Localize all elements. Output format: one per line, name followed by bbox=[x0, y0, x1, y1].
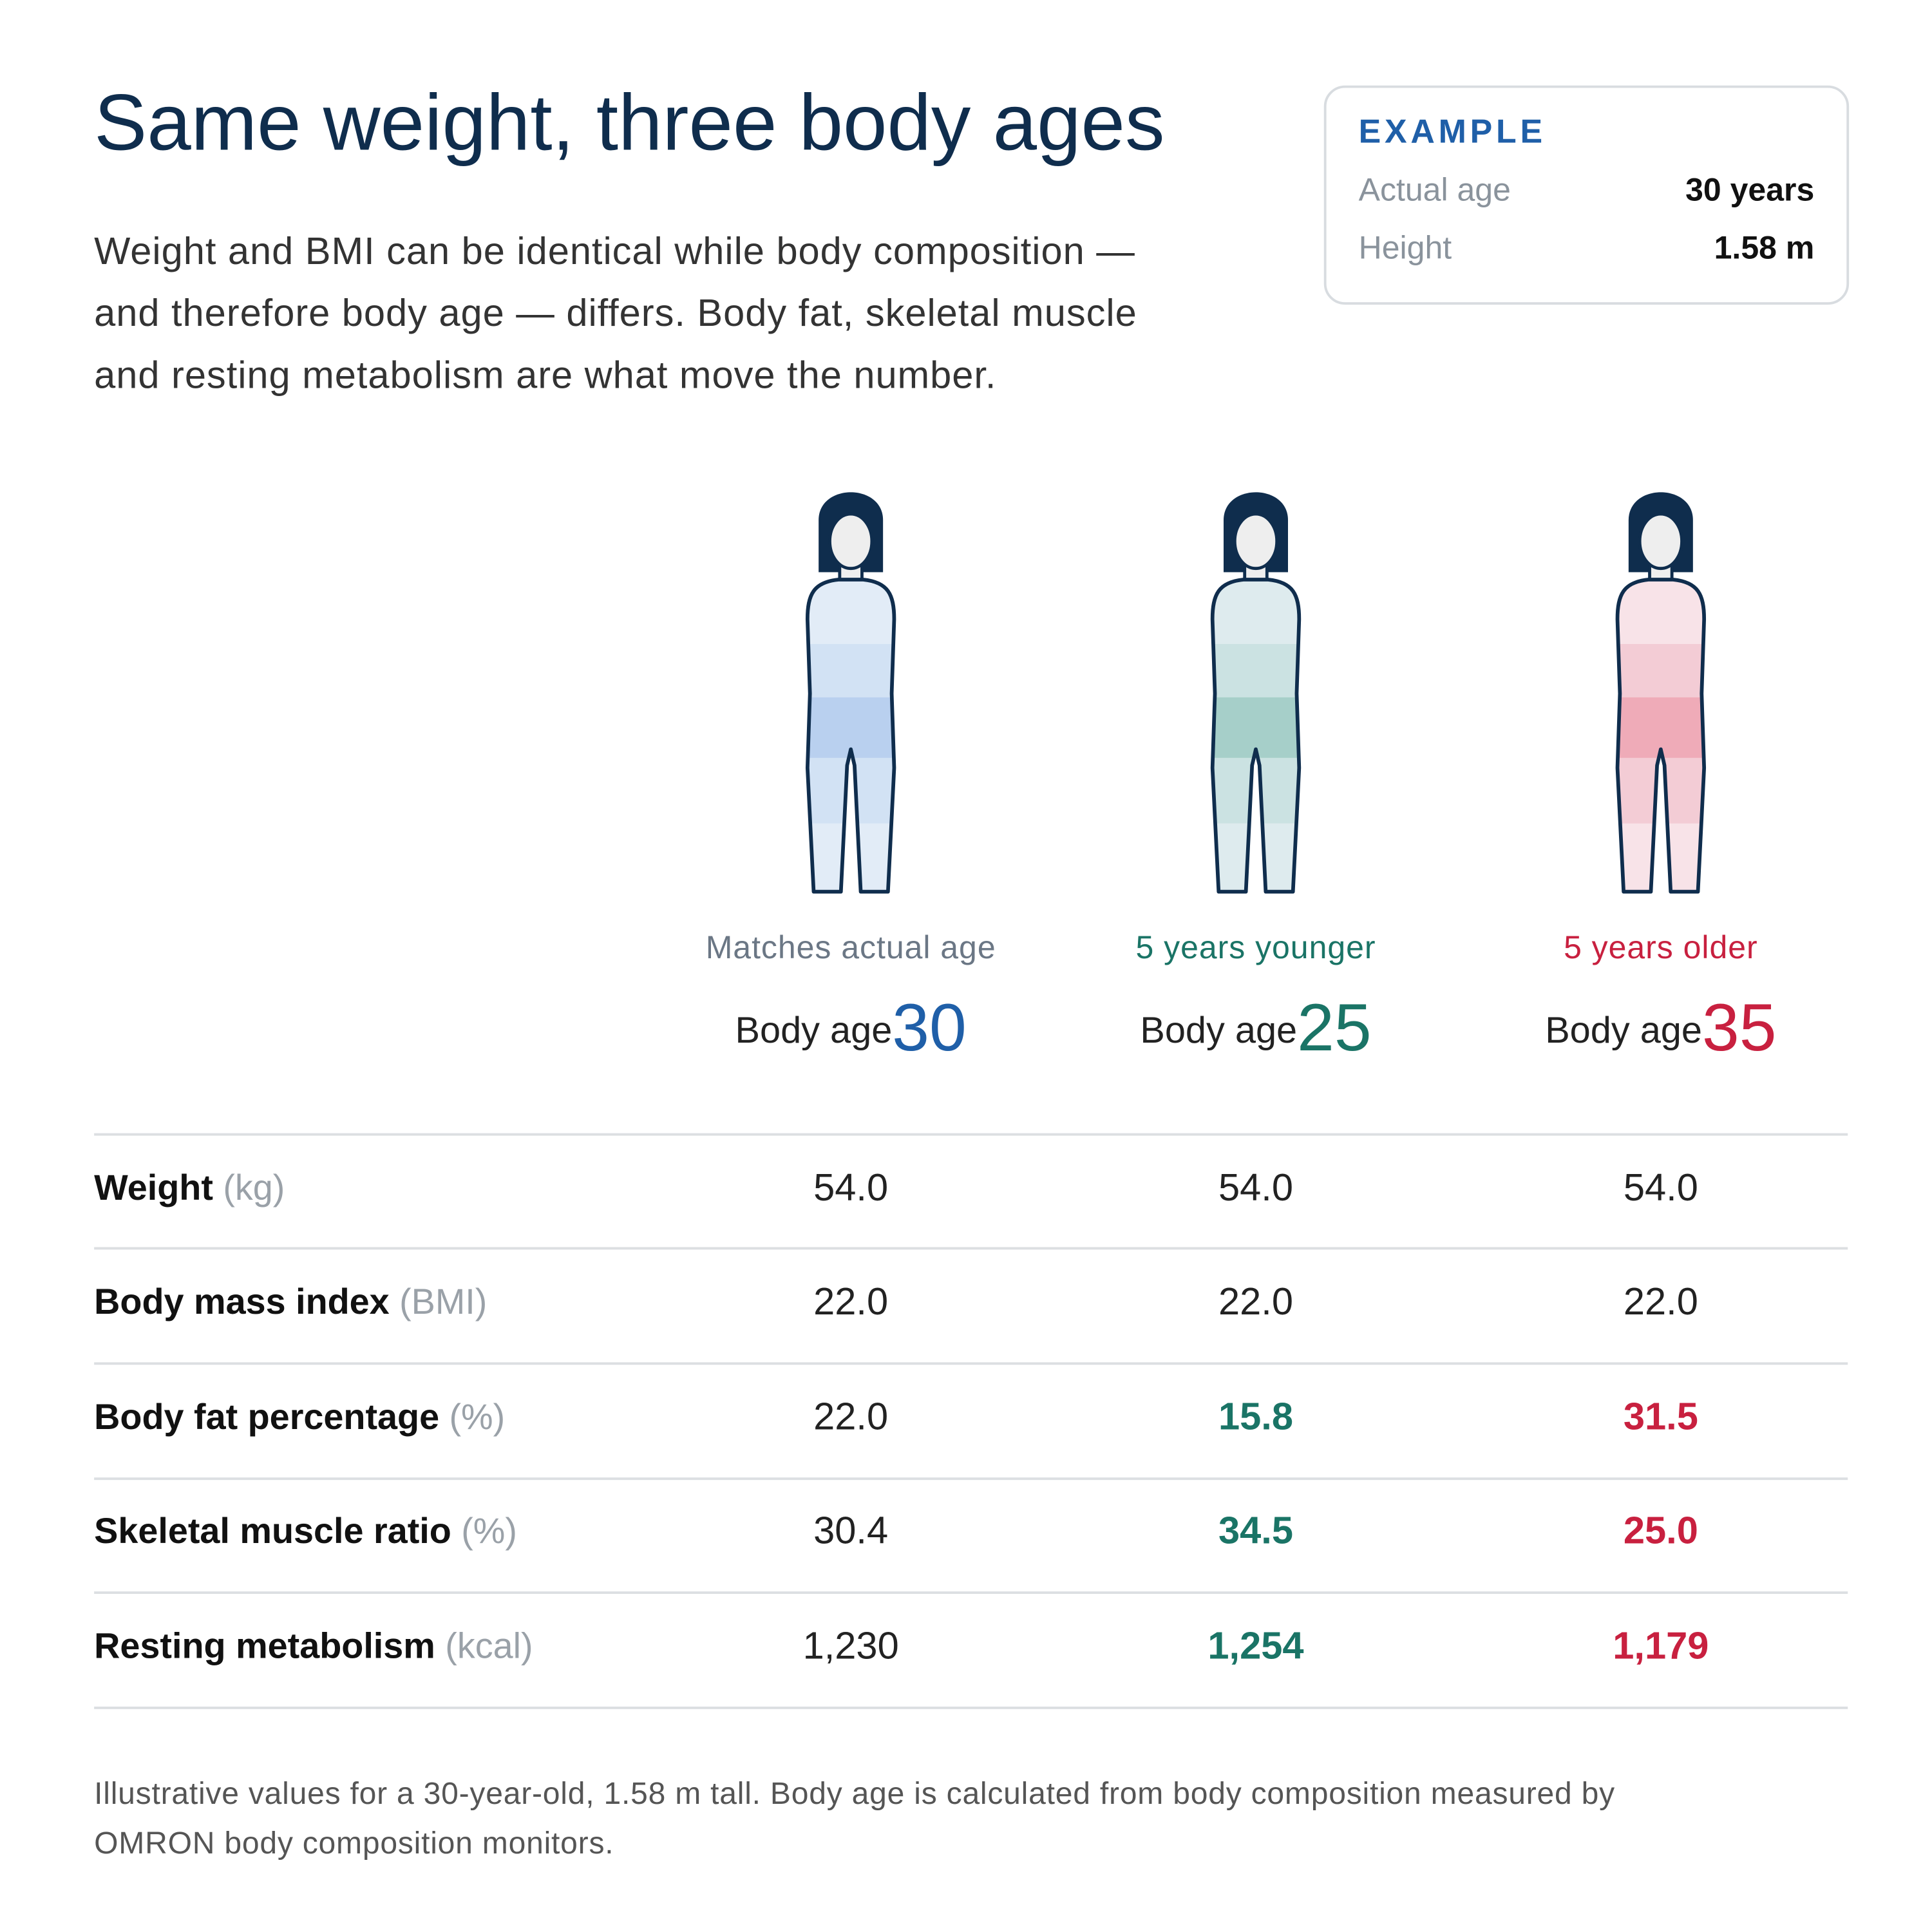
body-age-value: 25 bbox=[1297, 990, 1372, 1065]
body-outline bbox=[805, 578, 896, 894]
example-box bbox=[1323, 85, 1850, 305]
row-label: Resting metabolism (kcal) bbox=[94, 1625, 533, 1665]
body-age: Body age25 bbox=[1140, 990, 1371, 1065]
row-unit: (%) bbox=[461, 1511, 517, 1551]
description: and resting metabolism are what move the… bbox=[94, 353, 996, 396]
row-name: Resting metabolism bbox=[94, 1625, 435, 1665]
row-unit: (BMI) bbox=[399, 1282, 487, 1321]
cell-value: 1,179 bbox=[1613, 1624, 1709, 1667]
body-outline bbox=[1210, 578, 1302, 894]
face bbox=[828, 512, 874, 571]
cell-value: 34.5 bbox=[1218, 1509, 1293, 1552]
row-name: Body mass index bbox=[94, 1282, 390, 1321]
title: Same weight, three body ages bbox=[94, 79, 1164, 167]
cell-value: 25.0 bbox=[1624, 1509, 1698, 1552]
body-age: Body age35 bbox=[1545, 990, 1776, 1065]
row-name: Weight bbox=[94, 1168, 213, 1208]
body-age-value: 30 bbox=[892, 990, 967, 1065]
body-age: Body age30 bbox=[735, 990, 967, 1065]
description: and therefore body age — differs. Body f… bbox=[94, 291, 1137, 334]
band bbox=[807, 580, 895, 644]
caption: 5 years older bbox=[1564, 929, 1758, 965]
caption: Matches actual age bbox=[706, 929, 996, 965]
cell-value: 54.0 bbox=[1624, 1166, 1698, 1209]
face bbox=[1233, 512, 1279, 571]
body-outline bbox=[1615, 578, 1707, 894]
body-age-label: Body age bbox=[1545, 1010, 1702, 1051]
row-name: Skeletal muscle ratio bbox=[94, 1511, 451, 1551]
body-age-label: Body age bbox=[1140, 1010, 1297, 1051]
cell-value: 54.0 bbox=[813, 1166, 888, 1209]
row-unit: (%) bbox=[449, 1397, 505, 1437]
cell-value: 22.0 bbox=[813, 1280, 888, 1323]
row-label: Body mass index (BMI) bbox=[94, 1282, 487, 1321]
cell-value: 22.0 bbox=[1624, 1280, 1698, 1323]
band bbox=[1617, 580, 1705, 644]
band bbox=[807, 644, 895, 697]
cell-value: 15.8 bbox=[1218, 1395, 1293, 1438]
description: Weight and BMI can be identical while bo… bbox=[94, 229, 1135, 272]
body-age-value: 35 bbox=[1702, 990, 1777, 1065]
row-label: Skeletal muscle ratio (%) bbox=[94, 1511, 517, 1551]
band bbox=[1212, 644, 1300, 697]
row-name: Body fat percentage bbox=[94, 1397, 439, 1437]
caption: 5 years younger bbox=[1136, 929, 1376, 965]
row-unit: (kcal) bbox=[445, 1625, 533, 1665]
example-key: Height bbox=[1359, 230, 1452, 266]
footnote: OMRON body composition monitors. bbox=[94, 1826, 614, 1861]
cell-value: 1,230 bbox=[803, 1624, 899, 1667]
band bbox=[1212, 580, 1300, 644]
example-value: 1.58 m bbox=[1714, 230, 1815, 266]
face bbox=[1638, 512, 1683, 571]
band bbox=[1617, 644, 1705, 697]
cell-value: 22.0 bbox=[1218, 1280, 1293, 1323]
footnote: Illustrative values for a 30-year-old, 1… bbox=[94, 1776, 1615, 1811]
body-age-label: Body age bbox=[735, 1010, 893, 1051]
cell-value: 1,254 bbox=[1208, 1624, 1303, 1667]
cell-value: 30.4 bbox=[813, 1509, 888, 1552]
example-label: EXAMPLE bbox=[1359, 113, 1546, 150]
row-unit: (kg) bbox=[223, 1168, 285, 1208]
cell-value: 54.0 bbox=[1218, 1166, 1293, 1209]
cell-value: 31.5 bbox=[1624, 1395, 1698, 1438]
row-label: Weight (kg) bbox=[94, 1168, 285, 1208]
example-value: 30 years bbox=[1685, 171, 1814, 207]
example-key: Actual age bbox=[1359, 171, 1511, 207]
cell-value: 22.0 bbox=[813, 1395, 888, 1438]
row-label: Body fat percentage (%) bbox=[94, 1397, 505, 1437]
